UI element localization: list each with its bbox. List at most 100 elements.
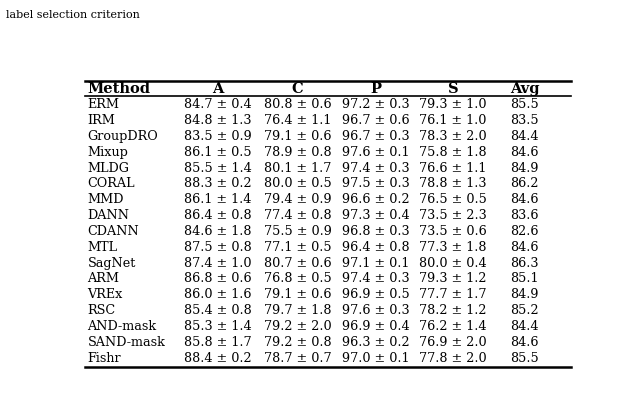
Text: P: P xyxy=(370,82,381,96)
Text: 79.1 ± 0.6: 79.1 ± 0.6 xyxy=(264,130,332,143)
Text: 82.6: 82.6 xyxy=(511,225,539,238)
Text: 85.1: 85.1 xyxy=(511,272,539,286)
Text: 84.6: 84.6 xyxy=(511,241,539,254)
Text: 85.2: 85.2 xyxy=(511,304,539,317)
Text: 76.5 ± 0.5: 76.5 ± 0.5 xyxy=(419,193,487,206)
Text: CORAL: CORAL xyxy=(88,178,135,191)
Text: 83.5 ± 0.9: 83.5 ± 0.9 xyxy=(184,130,252,143)
Text: MMD: MMD xyxy=(88,193,124,206)
Text: 84.6: 84.6 xyxy=(511,193,539,206)
Text: 85.3 ± 1.4: 85.3 ± 1.4 xyxy=(184,320,252,333)
Text: 84.9: 84.9 xyxy=(511,288,539,301)
Text: 86.4 ± 0.8: 86.4 ± 0.8 xyxy=(184,209,252,222)
Text: Avg: Avg xyxy=(510,82,540,96)
Text: 85.5: 85.5 xyxy=(511,98,540,111)
Text: label selection criterion: label selection criterion xyxy=(6,10,140,20)
Text: 96.4 ± 0.8: 96.4 ± 0.8 xyxy=(342,241,409,254)
Text: 87.4 ± 1.0: 87.4 ± 1.0 xyxy=(184,256,251,270)
Text: 76.6 ± 1.1: 76.6 ± 1.1 xyxy=(419,162,487,175)
Text: 76.9 ± 2.0: 76.9 ± 2.0 xyxy=(419,336,487,349)
Text: DANN: DANN xyxy=(88,209,129,222)
Text: ERM: ERM xyxy=(88,98,120,111)
Text: 97.3 ± 0.4: 97.3 ± 0.4 xyxy=(342,209,409,222)
Text: 96.8 ± 0.3: 96.8 ± 0.3 xyxy=(342,225,409,238)
Text: S: S xyxy=(448,82,458,96)
Text: 77.7 ± 1.7: 77.7 ± 1.7 xyxy=(419,288,487,301)
Text: 84.7 ± 0.4: 84.7 ± 0.4 xyxy=(184,98,252,111)
Text: 80.0 ± 0.5: 80.0 ± 0.5 xyxy=(264,178,332,191)
Text: GroupDRO: GroupDRO xyxy=(88,130,158,143)
Text: 97.6 ± 0.1: 97.6 ± 0.1 xyxy=(342,146,409,159)
Text: 97.6 ± 0.3: 97.6 ± 0.3 xyxy=(342,304,409,317)
Text: 76.8 ± 0.5: 76.8 ± 0.5 xyxy=(264,272,332,286)
Text: 77.1 ± 0.5: 77.1 ± 0.5 xyxy=(264,241,332,254)
Text: 88.4 ± 0.2: 88.4 ± 0.2 xyxy=(184,352,252,364)
Text: 85.4 ± 0.8: 85.4 ± 0.8 xyxy=(184,304,252,317)
Text: VREx: VREx xyxy=(88,288,123,301)
Text: Fishr: Fishr xyxy=(88,352,121,364)
Text: 88.3 ± 0.2: 88.3 ± 0.2 xyxy=(184,178,252,191)
Text: 86.3: 86.3 xyxy=(511,256,539,270)
Text: SAND-mask: SAND-mask xyxy=(88,336,165,349)
Text: MLDG: MLDG xyxy=(88,162,129,175)
Text: 79.2 ± 0.8: 79.2 ± 0.8 xyxy=(264,336,332,349)
Text: 79.4 ± 0.9: 79.4 ± 0.9 xyxy=(264,193,332,206)
Text: Mixup: Mixup xyxy=(88,146,128,159)
Text: 76.4 ± 1.1: 76.4 ± 1.1 xyxy=(264,114,332,127)
Text: 84.6: 84.6 xyxy=(511,336,539,349)
Text: 96.6 ± 0.2: 96.6 ± 0.2 xyxy=(342,193,409,206)
Text: 96.7 ± 0.3: 96.7 ± 0.3 xyxy=(342,130,409,143)
Text: 84.8 ± 1.3: 84.8 ± 1.3 xyxy=(184,114,251,127)
Text: 75.5 ± 0.9: 75.5 ± 0.9 xyxy=(264,225,332,238)
Text: 97.4 ± 0.3: 97.4 ± 0.3 xyxy=(342,162,409,175)
Text: AND-mask: AND-mask xyxy=(88,320,157,333)
Text: CDANN: CDANN xyxy=(88,225,139,238)
Text: 75.8 ± 1.8: 75.8 ± 1.8 xyxy=(419,146,487,159)
Text: 83.5: 83.5 xyxy=(511,114,539,127)
Text: RSC: RSC xyxy=(88,304,116,317)
Text: 97.2 ± 0.3: 97.2 ± 0.3 xyxy=(342,98,409,111)
Text: 84.4: 84.4 xyxy=(511,130,539,143)
Text: 80.8 ± 0.6: 80.8 ± 0.6 xyxy=(264,98,332,111)
Text: 87.5 ± 0.8: 87.5 ± 0.8 xyxy=(184,241,252,254)
Text: 73.5 ± 2.3: 73.5 ± 2.3 xyxy=(419,209,487,222)
Text: 85.5: 85.5 xyxy=(511,352,540,364)
Text: 84.6 ± 1.8: 84.6 ± 1.8 xyxy=(184,225,251,238)
Text: 79.1 ± 0.6: 79.1 ± 0.6 xyxy=(264,288,332,301)
Text: 86.8 ± 0.6: 86.8 ± 0.6 xyxy=(184,272,252,286)
Text: 78.7 ± 0.7: 78.7 ± 0.7 xyxy=(264,352,332,364)
Text: 79.2 ± 2.0: 79.2 ± 2.0 xyxy=(264,320,332,333)
Text: 77.3 ± 1.8: 77.3 ± 1.8 xyxy=(419,241,487,254)
Text: 78.2 ± 1.2: 78.2 ± 1.2 xyxy=(419,304,487,317)
Text: 77.8 ± 2.0: 77.8 ± 2.0 xyxy=(419,352,487,364)
Text: C: C xyxy=(292,82,303,96)
Text: 76.2 ± 1.4: 76.2 ± 1.4 xyxy=(419,320,487,333)
Text: 86.0 ± 1.6: 86.0 ± 1.6 xyxy=(184,288,251,301)
Text: 80.1 ± 1.7: 80.1 ± 1.7 xyxy=(264,162,332,175)
Text: 97.4 ± 0.3: 97.4 ± 0.3 xyxy=(342,272,409,286)
Text: 73.5 ± 0.6: 73.5 ± 0.6 xyxy=(419,225,487,238)
Text: 86.2: 86.2 xyxy=(511,178,539,191)
Text: 97.5 ± 0.3: 97.5 ± 0.3 xyxy=(342,178,409,191)
Text: 86.1 ± 0.5: 86.1 ± 0.5 xyxy=(184,146,252,159)
Text: 80.0 ± 0.4: 80.0 ± 0.4 xyxy=(419,256,487,270)
Text: 84.4: 84.4 xyxy=(511,320,539,333)
Text: 85.5 ± 1.4: 85.5 ± 1.4 xyxy=(184,162,252,175)
Text: 78.3 ± 2.0: 78.3 ± 2.0 xyxy=(419,130,487,143)
Text: 96.9 ± 0.5: 96.9 ± 0.5 xyxy=(342,288,409,301)
Text: 96.3 ± 0.2: 96.3 ± 0.2 xyxy=(342,336,409,349)
Text: IRM: IRM xyxy=(88,114,115,127)
Text: 86.1 ± 1.4: 86.1 ± 1.4 xyxy=(184,193,251,206)
Text: 79.7 ± 1.8: 79.7 ± 1.8 xyxy=(264,304,332,317)
Text: 84.9: 84.9 xyxy=(511,162,539,175)
Text: 79.3 ± 1.0: 79.3 ± 1.0 xyxy=(419,98,487,111)
Text: SagNet: SagNet xyxy=(88,256,136,270)
Text: 97.1 ± 0.1: 97.1 ± 0.1 xyxy=(342,256,409,270)
Text: 78.8 ± 1.3: 78.8 ± 1.3 xyxy=(419,178,487,191)
Text: ARM: ARM xyxy=(88,272,120,286)
Text: 80.7 ± 0.6: 80.7 ± 0.6 xyxy=(264,256,332,270)
Text: 96.9 ± 0.4: 96.9 ± 0.4 xyxy=(342,320,409,333)
Text: 79.3 ± 1.2: 79.3 ± 1.2 xyxy=(419,272,487,286)
Text: 85.8 ± 1.7: 85.8 ± 1.7 xyxy=(184,336,252,349)
Text: Method: Method xyxy=(88,82,150,96)
